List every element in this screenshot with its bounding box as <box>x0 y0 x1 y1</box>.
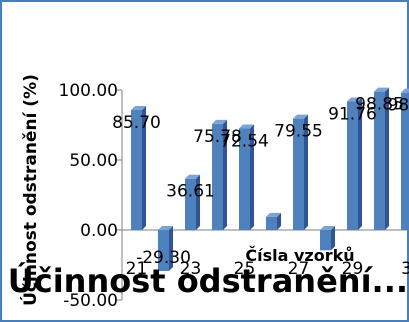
y-axis-title: Účinnost odstranění (%) <box>19 74 41 306</box>
x-tick-label: 29 <box>342 259 364 279</box>
bar-side <box>304 114 308 230</box>
bar-top <box>266 212 281 217</box>
data-label: 79.55 <box>274 122 323 142</box>
bars <box>131 87 409 272</box>
bar <box>320 230 331 251</box>
bar-top <box>320 226 335 230</box>
bar <box>131 110 142 230</box>
y-tick-labels: 100.00 50.00 0.00 -50.00 <box>59 81 118 311</box>
bar-side <box>250 124 254 230</box>
y-tick-label: -50.00 <box>63 291 118 311</box>
data-label: 85.70 <box>112 113 161 133</box>
data-label: 72.54 <box>220 131 269 151</box>
data-label: 98.1 <box>388 96 409 116</box>
bar-top <box>293 114 308 119</box>
bar <box>347 101 358 230</box>
bar-side <box>223 119 227 230</box>
bar-top <box>401 88 409 93</box>
bar-side <box>196 174 200 230</box>
x-tick-label: 3 <box>401 259 409 279</box>
x-tick-label: 23 <box>180 259 202 279</box>
bar-top <box>374 87 389 92</box>
bar <box>158 230 169 272</box>
bar-top <box>158 226 173 230</box>
bar <box>401 92 409 230</box>
bar-side <box>169 226 173 272</box>
y-tick-label: 50.00 <box>69 151 118 171</box>
x-tick-label: 27 <box>288 259 310 279</box>
bar <box>212 123 223 230</box>
bar <box>374 91 385 230</box>
bar <box>266 216 277 230</box>
data-label: 91.76 <box>328 105 377 125</box>
bar-side <box>142 106 146 230</box>
bar-top <box>131 106 146 111</box>
data-label: 36.61 <box>166 182 215 202</box>
bar-top <box>212 119 227 124</box>
bar-top <box>239 124 254 129</box>
data-label: 98.85 <box>355 95 404 115</box>
x-tick-labels: 21 23 25 27 29 3 <box>126 259 409 279</box>
data-label: -29.30 <box>136 248 191 268</box>
bar <box>185 178 196 230</box>
y-tick-label: 0.00 <box>80 221 118 241</box>
bar-top <box>185 174 200 179</box>
bar-side <box>277 212 281 230</box>
x-axis-title: Čísla vzorků <box>245 246 354 265</box>
bar-top <box>347 97 362 102</box>
data-label: 75.78 <box>193 127 242 147</box>
bar-side <box>331 226 335 251</box>
bar <box>293 118 304 230</box>
bar-side <box>385 87 389 230</box>
x-tick-label: 21 <box>126 259 148 279</box>
chart-title: Účinnost odstranění... <box>8 261 408 300</box>
bar-side <box>358 97 362 230</box>
bar <box>239 128 250 230</box>
x-tick-label: 25 <box>234 259 256 279</box>
y-tick-label: 100.00 <box>59 81 118 101</box>
